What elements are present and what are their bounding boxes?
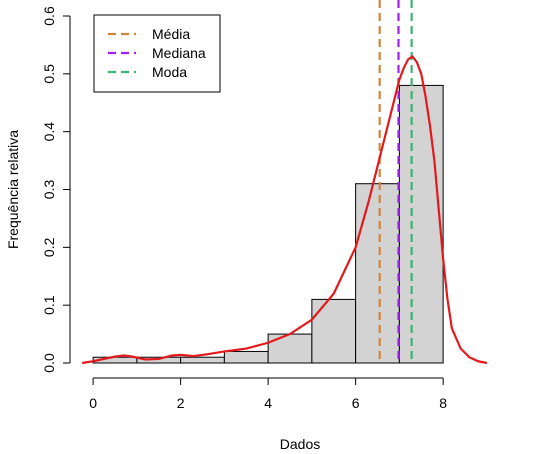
y-axis-label: Frequência relativa bbox=[5, 130, 21, 249]
legend-entry: Moda bbox=[152, 64, 187, 80]
legend-entry: Mediana bbox=[152, 45, 206, 61]
histogram-bar bbox=[267, 333, 313, 364]
x-tick-label: 8 bbox=[439, 395, 447, 411]
y-tick-label: 0.4 bbox=[41, 122, 57, 142]
x-axis: 0 2 4 6 8 bbox=[89, 377, 447, 411]
x-tick-label: 6 bbox=[352, 395, 360, 411]
y-tick-label: 0.1 bbox=[41, 295, 57, 315]
density-curve bbox=[82, 54, 488, 365]
y-axis: 0.0 0.1 0.2 0.3 0.4 0.5 0.6 bbox=[41, 6, 71, 373]
y-tick-label: 0.0 bbox=[41, 353, 57, 373]
x-tick-label: 0 bbox=[89, 395, 97, 411]
y-tick-label: 0.6 bbox=[41, 6, 57, 26]
reference-lines bbox=[378, 0, 413, 363]
histogram-bar bbox=[311, 298, 357, 364]
legend-entry: Média bbox=[152, 26, 190, 42]
y-tick-label: 0.3 bbox=[41, 180, 57, 200]
histogram-bar bbox=[223, 350, 269, 364]
y-tick-label: 0.5 bbox=[41, 64, 57, 84]
histogram-bar bbox=[355, 183, 400, 364]
histogram-bar bbox=[180, 356, 225, 364]
x-tick-label: 4 bbox=[264, 395, 272, 411]
x-axis-label: Dados bbox=[280, 436, 320, 452]
x-tick-label: 2 bbox=[177, 395, 185, 411]
histogram-bars bbox=[92, 84, 444, 364]
legend: Média Mediana Moda bbox=[93, 14, 221, 93]
y-tick-label: 0.2 bbox=[41, 237, 57, 257]
histogram-bar bbox=[398, 84, 444, 364]
